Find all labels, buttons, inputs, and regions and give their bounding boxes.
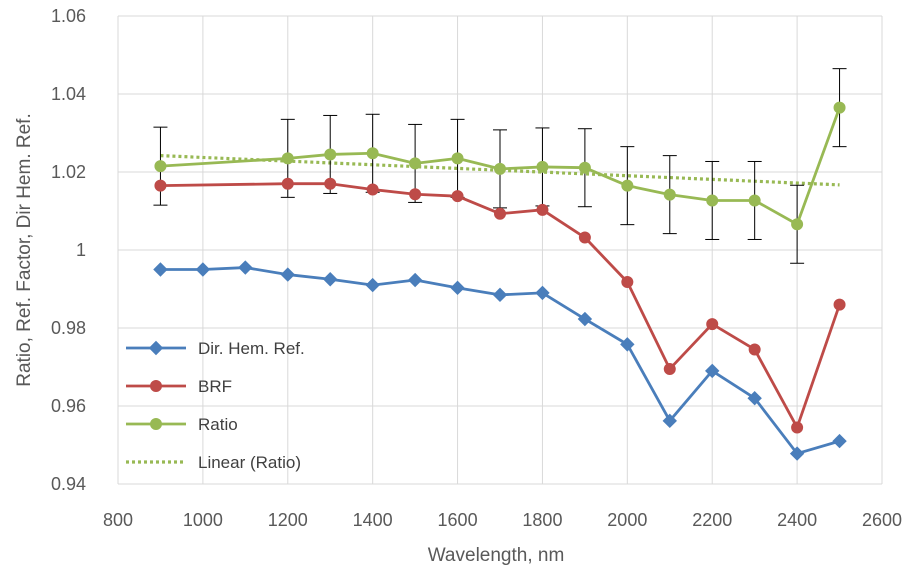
data-point-diamond [365, 277, 380, 293]
data-point-circle [150, 380, 162, 392]
data-point-circle [663, 362, 676, 375]
data-point-circle [621, 275, 634, 288]
x-tick-label: 1800 [522, 510, 562, 530]
data-point-diamond [450, 280, 465, 296]
y-tick-label: 1.02 [51, 162, 86, 182]
y-tick-label: 0.96 [51, 396, 86, 416]
data-point-diamond [148, 340, 164, 356]
data-point-diamond [323, 272, 338, 287]
gridlines [117, 15, 883, 485]
data-point-circle [536, 160, 549, 173]
x-tick-label: 1200 [268, 510, 308, 530]
data-point-diamond [577, 311, 593, 327]
data-point-diamond [620, 337, 635, 352]
data-point-circle [578, 231, 591, 244]
data-point-circle [748, 343, 761, 356]
data-point-diamond [492, 287, 508, 303]
data-point-circle [150, 418, 162, 430]
x-axis-title: Wavelength, nm [428, 545, 565, 566]
data-point-circle [833, 101, 846, 114]
series-lines [153, 101, 847, 461]
legend-label: Ratio [198, 415, 238, 434]
data-point-circle [451, 152, 464, 165]
data-point-circle [324, 148, 337, 161]
y-tick-label: 0.94 [51, 474, 86, 494]
x-tick-label: 2200 [692, 510, 732, 530]
legend-item: Linear (Ratio) [126, 453, 301, 472]
x-tick-label: 1000 [183, 510, 223, 530]
y-tick-label: 0.98 [51, 318, 86, 338]
data-point-diamond [705, 363, 720, 379]
legend-item: Dir. Hem. Ref. [126, 339, 305, 358]
data-point-circle [791, 421, 804, 434]
data-point-circle [366, 183, 379, 196]
y-axis-title: Ratio, Ref. Factor, Dir Hem. Ref. [14, 113, 35, 386]
data-point-circle [281, 177, 294, 190]
data-point-diamond [662, 413, 677, 429]
data-point-diamond [195, 262, 211, 277]
series-line [160, 182, 841, 429]
legend-label: Linear (Ratio) [198, 453, 301, 472]
legend-label: BRF [198, 377, 232, 396]
data-point-diamond [153, 262, 168, 277]
x-tick-label: 2600 [862, 510, 902, 530]
data-point-diamond [747, 390, 762, 406]
trendline-layer [160, 154, 840, 187]
data-point-circle [578, 161, 591, 174]
data-point-diamond [535, 285, 550, 301]
legend-label: Dir. Hem. Ref. [198, 339, 305, 358]
data-point-diamond [407, 272, 423, 288]
series-ratio [154, 101, 846, 231]
data-point-diamond [280, 267, 295, 282]
x-tick-label: 1600 [438, 510, 478, 530]
x-tick-label: 1400 [353, 510, 393, 530]
data-point-circle [833, 298, 846, 311]
y-tick-label: 1.04 [51, 84, 86, 104]
data-point-circle [494, 207, 506, 220]
series-dir-hem-ref [153, 260, 847, 461]
y-tick-label: 1.06 [51, 6, 86, 26]
data-point-circle [748, 194, 761, 207]
data-point-diamond [789, 446, 805, 461]
trendline-linear-ratio [160, 154, 840, 187]
data-point-circle [366, 147, 379, 160]
x-tick-label: 2000 [607, 510, 647, 530]
data-point-circle [324, 177, 337, 190]
data-point-circle [154, 179, 167, 192]
data-point-circle [621, 179, 634, 192]
y-tick-label: 1 [76, 240, 86, 260]
data-point-diamond [832, 433, 847, 449]
data-point-circle [154, 160, 167, 173]
data-point-circle [494, 162, 506, 175]
data-point-circle [706, 194, 719, 207]
legend: Dir. Hem. Ref. BRF Ratio Linear (Ratio) [126, 339, 305, 472]
data-point-circle [706, 318, 719, 331]
legend-item: BRF [126, 377, 232, 396]
legend-item: Ratio [126, 415, 238, 434]
data-point-circle [791, 218, 804, 231]
data-point-circle [281, 152, 294, 165]
series-brf [154, 177, 846, 434]
data-point-circle [536, 203, 549, 216]
data-point-circle [409, 188, 422, 201]
data-point-circle [451, 190, 464, 203]
data-point-circle [409, 157, 422, 170]
data-point-circle [663, 188, 676, 201]
x-tick-label: 800 [103, 510, 133, 530]
x-tick-label: 2400 [777, 510, 817, 530]
axes: 800 1000 1200 1400 1600 1800 2000 2200 2400 2600 0… [51, 6, 902, 530]
data-point-diamond [238, 260, 253, 275]
